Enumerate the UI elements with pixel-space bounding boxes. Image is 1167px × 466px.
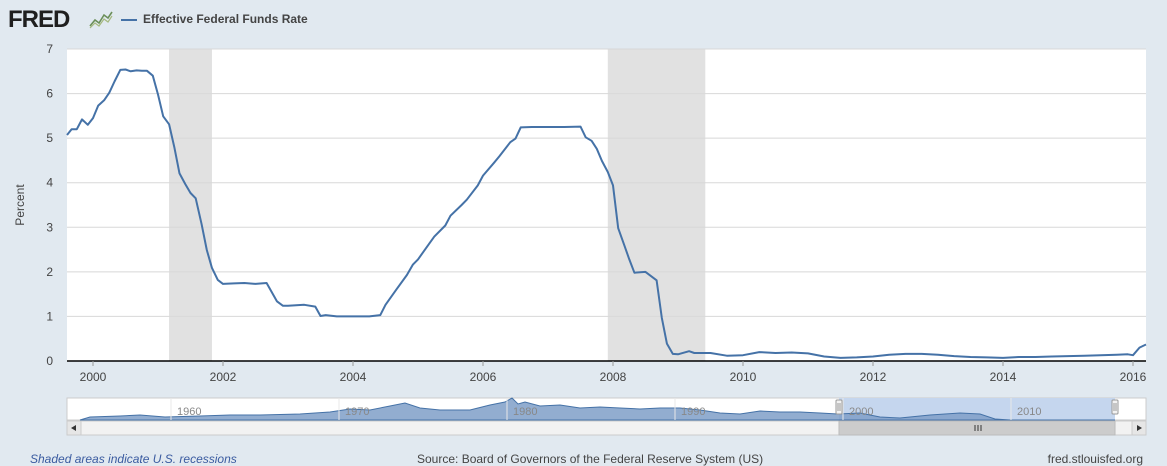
y-tick-label: 3: [46, 220, 53, 234]
x-tick-label: 2014: [990, 370, 1017, 384]
x-tick-label: 2000: [80, 370, 107, 384]
range-handle-body[interactable]: [835, 399, 843, 415]
scrollbar-thumb[interactable]: [838, 420, 1116, 436]
scroll-left-arrow-shape: [71, 425, 76, 431]
y-axis-title: Percent: [13, 184, 27, 226]
range-handle-right-icon[interactable]: [1111, 399, 1119, 415]
chart-header: FRED Effective Federal Funds Rate: [0, 0, 1167, 40]
y-tick-label: 0: [46, 354, 53, 368]
navigator-tick-label: 1960: [177, 406, 201, 418]
x-tick-label: 2016: [1120, 370, 1147, 384]
fred-chart-logo-icon: [89, 9, 113, 29]
x-tick-label: 2004: [340, 370, 367, 384]
x-tick-label: 2012: [860, 370, 887, 384]
x-tick-label: 2008: [600, 370, 627, 384]
navigator-tick-label: 2010: [1017, 406, 1041, 418]
navigator-tick-label: 1970: [345, 406, 369, 418]
navigator-tick-label: 2000: [849, 406, 873, 418]
recession-band: [169, 49, 212, 361]
recession-note: Shaded areas indicate U.S. recessions: [30, 452, 237, 466]
legend-label: Effective Federal Funds Rate: [143, 12, 308, 26]
range-handle-body[interactable]: [1111, 399, 1119, 415]
x-tick-label: 2002: [210, 370, 237, 384]
y-tick-label: 4: [46, 176, 53, 190]
x-tick-label: 2006: [470, 370, 497, 384]
scroll-left-arrow-icon[interactable]: [66, 420, 82, 436]
navigator-tick-label: 1990: [681, 406, 705, 418]
recession-band: [607, 49, 706, 361]
y-tick-label: 2: [46, 265, 53, 279]
site-link[interactable]: fred.stlouisfed.org: [1047, 452, 1143, 466]
scroll-right-arrow-icon[interactable]: [1131, 420, 1147, 436]
plot-area: [67, 49, 1146, 361]
series-line[interactable]: [66, 68, 1147, 359]
y-tick-label: 5: [46, 131, 53, 145]
y-tick-label: 1: [46, 309, 53, 323]
navigator-tick-label: 1980: [513, 406, 537, 418]
x-tick-label: 2010: [730, 370, 757, 384]
fred-logo[interactable]: FRED: [8, 6, 70, 33]
y-tick-label: 7: [46, 42, 53, 56]
source-note: Source: Board of Governors of the Federa…: [417, 452, 764, 466]
legend-item[interactable]: Effective Federal Funds Rate: [121, 12, 308, 26]
range-handle-left-icon[interactable]: [835, 399, 843, 415]
scroll-right-arrow-shape: [1137, 425, 1142, 431]
legend-swatch: [121, 18, 137, 21]
y-tick-label: 6: [46, 87, 53, 101]
navigator-selected-range[interactable]: [839, 398, 1115, 420]
